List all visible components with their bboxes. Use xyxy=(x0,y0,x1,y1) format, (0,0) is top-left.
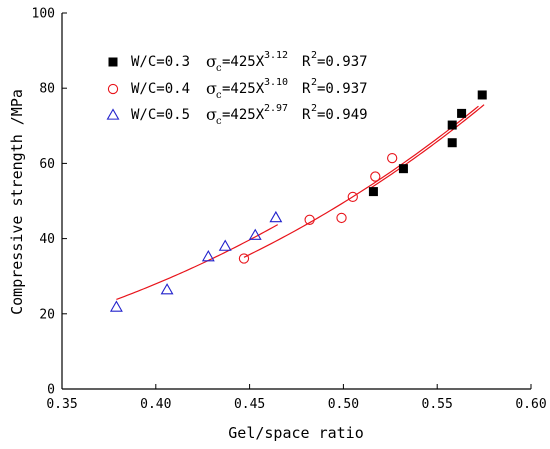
x-axis-label: Gel/space ratio xyxy=(228,424,363,442)
y-tick-label: 0 xyxy=(47,383,55,398)
data-point-s2-p6 xyxy=(387,152,398,164)
legend-label: W/C=0.5 xyxy=(131,107,190,123)
data-point-s3-p6 xyxy=(269,210,283,223)
y-tick-label: 100 xyxy=(32,7,55,22)
data-point-s1-p5 xyxy=(457,108,467,118)
legend-sigma-sub: c xyxy=(216,63,222,74)
x-tick-label: 0.60 xyxy=(515,397,546,412)
legend-eq-exp: 3.12 xyxy=(264,50,288,61)
legend-sigma: σ xyxy=(206,105,217,124)
data-point-s2-p4 xyxy=(347,191,358,203)
legend-eq-base: =425X xyxy=(222,81,265,97)
x-tick-label: 0.35 xyxy=(46,397,77,412)
y-axis-label: Compressive strength /MPa xyxy=(8,89,26,315)
fit-curve-1 xyxy=(371,104,485,188)
data-point-s3-p1 xyxy=(109,300,123,312)
data-point-s2-p1 xyxy=(238,253,250,264)
fit-curve-2 xyxy=(243,105,479,258)
data-point-s1-p6 xyxy=(477,90,487,100)
legend-marker-2 xyxy=(107,83,119,95)
legend-r2-base: R xyxy=(302,107,311,123)
legend-item-1: W/C=0.3 σ c =425X 3.12 R 2 =0.937 xyxy=(108,50,368,74)
legend-r2-val: =0.937 xyxy=(317,54,368,70)
legend-sigma: σ xyxy=(206,52,217,71)
legend-eq-exp: 3.10 xyxy=(264,77,288,88)
tick-labels: 0.35 0.40 0.45 0.50 0.55 0.60 0 20 40 60 80 100 xyxy=(32,7,547,413)
data-point-s1-p2 xyxy=(398,164,408,174)
legend-marker-1 xyxy=(108,57,118,67)
legend-r2-val: =0.937 xyxy=(317,81,368,97)
x-tick-label: 0.55 xyxy=(422,397,453,412)
y-tick-label: 60 xyxy=(39,157,55,172)
data-point-s3-p4 xyxy=(218,239,232,251)
data-point-s3-p3 xyxy=(201,250,215,262)
legend-r2-val: =0.949 xyxy=(317,107,368,123)
legend-label: W/C=0.3 xyxy=(131,54,190,70)
legend-r2-base: R xyxy=(302,54,311,70)
data-point-s3-p2 xyxy=(160,283,174,295)
data-point-s1-p4 xyxy=(447,120,457,130)
y-tick-label: 40 xyxy=(39,232,55,247)
data-point-s2-p3 xyxy=(336,212,347,224)
x-tick-label: 0.40 xyxy=(140,397,171,412)
legend-r2-exp: 2 xyxy=(311,103,317,114)
legend-eq-exp: 2.97 xyxy=(264,103,288,114)
legend-sigma-sub: c xyxy=(216,90,222,101)
legend-sigma: σ xyxy=(206,79,217,98)
data-points xyxy=(109,90,487,312)
data-point-s1-p3 xyxy=(447,138,457,148)
legend-marker-3 xyxy=(106,108,120,120)
fit-curves xyxy=(116,104,485,301)
y-tick-label: 80 xyxy=(39,82,55,97)
x-tick-label: 0.50 xyxy=(328,397,359,412)
data-point-s2-p5 xyxy=(370,171,381,182)
axes xyxy=(61,12,532,390)
data-point-s2-p2 xyxy=(304,214,315,225)
legend-sigma-sub: c xyxy=(216,116,222,127)
legend-eq-base: =425X xyxy=(222,107,265,123)
legend-item-3: W/C=0.5 σ c =425X 2.97 R 2 =0.949 xyxy=(106,103,368,127)
legend-r2-base: R xyxy=(302,81,311,97)
y-tick-label: 20 xyxy=(39,307,55,322)
x-tick-label: 0.45 xyxy=(234,397,265,412)
legend-r2-exp: 2 xyxy=(311,77,317,88)
data-point-s1-p1 xyxy=(368,187,378,197)
legend-eq-base: =425X xyxy=(222,54,265,70)
legend-item-2: W/C=0.4 σ c =425X 3.10 R 2 =0.937 xyxy=(107,77,368,101)
legend-label: W/C=0.4 xyxy=(131,81,190,97)
legend-r2-exp: 2 xyxy=(311,50,317,61)
data-point-s3-p5 xyxy=(248,228,262,240)
fit-curve-3 xyxy=(116,224,279,301)
